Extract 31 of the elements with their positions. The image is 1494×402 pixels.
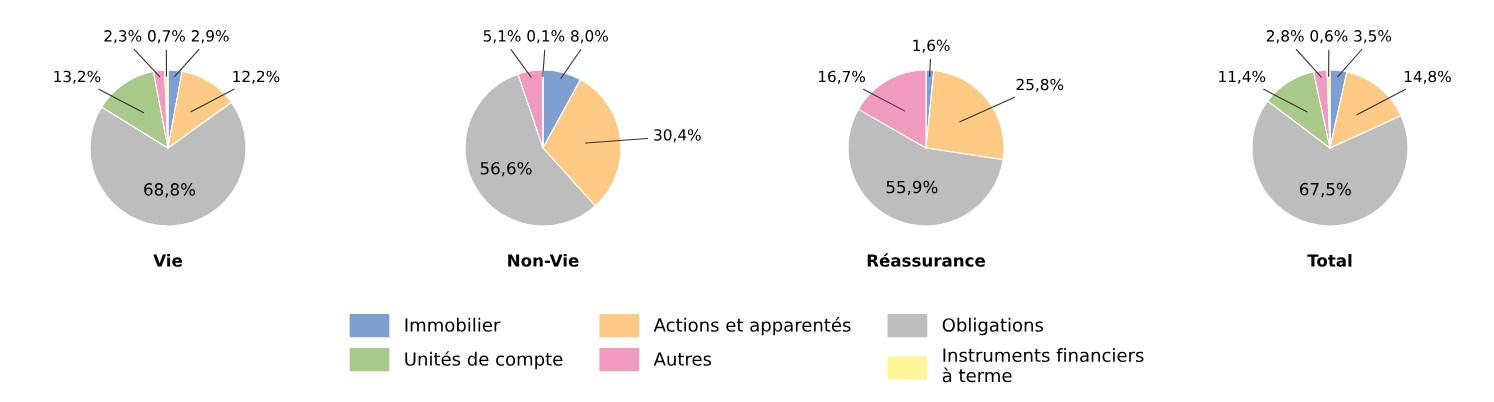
data-label: 11,4% bbox=[1219, 70, 1266, 84]
data-label: 12,2% bbox=[233, 70, 280, 84]
data-label: 67,5% bbox=[1300, 182, 1351, 198]
text: Réassurance bbox=[867, 253, 985, 267]
data-label: 8,0% bbox=[571, 30, 608, 44]
data-label: 5,1% bbox=[483, 30, 521, 44]
data-label: 0,6% bbox=[1310, 30, 1348, 44]
text: Total bbox=[1307, 253, 1352, 267]
data-label: 13,2% bbox=[54, 70, 101, 84]
data-label: 55,9% bbox=[886, 180, 938, 196]
data-label: 30,4% bbox=[654, 129, 701, 143]
text: Non-Vie bbox=[508, 253, 579, 267]
data-label: 0,1% bbox=[527, 30, 565, 44]
data-label: 2,3% bbox=[104, 30, 142, 44]
data-label: 2,9% bbox=[191, 30, 229, 44]
data-label: 56,6% bbox=[480, 161, 532, 177]
text: Vie bbox=[153, 253, 182, 267]
data-label: 0,7% bbox=[148, 30, 185, 44]
legend-label: Actions et apparentés bbox=[653, 317, 851, 336]
data-label: 3,5% bbox=[1354, 30, 1392, 44]
data-label: 14,8% bbox=[1404, 70, 1451, 84]
data-label: 25,8% bbox=[1016, 78, 1064, 92]
data-label: 2,8% bbox=[1266, 30, 1304, 44]
legend-label: Instruments financiers à terme bbox=[942, 348, 1144, 383]
legend-label: Autres bbox=[653, 352, 712, 366]
legend-label: Obligations bbox=[942, 317, 1044, 336]
legend-label: Immobilier bbox=[405, 317, 501, 332]
legend-label: Unités de compte bbox=[405, 351, 563, 370]
data-label: 16,7% bbox=[818, 70, 866, 84]
data-label: 68,8% bbox=[144, 183, 196, 198]
data-label: 1,6% bbox=[913, 39, 950, 53]
